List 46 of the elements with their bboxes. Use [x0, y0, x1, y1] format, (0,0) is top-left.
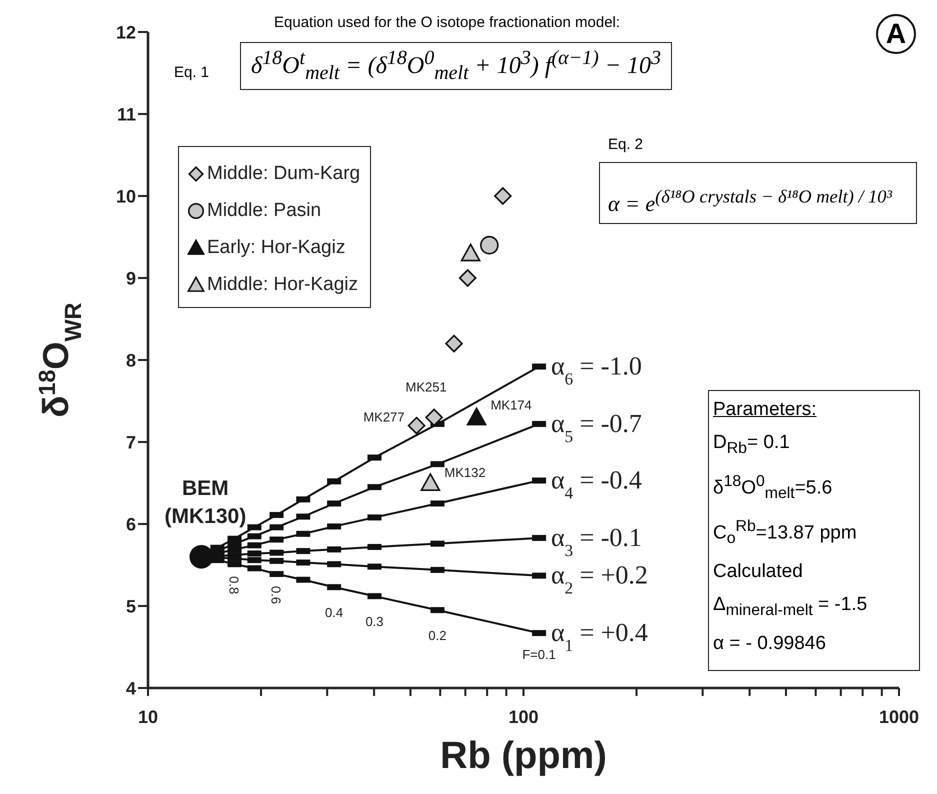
x-tick-label: 100 [508, 706, 539, 727]
series-label: α$_{6}$ = -1.0 [551, 352, 642, 388]
annotation: 0.2 [428, 628, 446, 644]
legend-label: Middle: Hor-Kagiz [207, 274, 358, 296]
annotation: 0.6 [268, 586, 284, 604]
annotation: 0.8 [226, 576, 242, 594]
y-tick-label: 7 [126, 432, 136, 452]
y-tick-label: 5 [126, 596, 136, 616]
annotation: α = - 0.99846 [713, 632, 827, 656]
annotation: MK251 [406, 379, 447, 394]
equation-box: δ$^{18}$O$^{t}$$_{melt}$ = (δ$^{18}$O$^{0}$$_{melt}$ + 10$^{3}$) f$^{(α−1)}$ − 10$^{3}$ [240, 42, 672, 90]
annotation: Parameters: [713, 398, 818, 422]
annotation: 0.3 [365, 614, 384, 630]
annotation: F=0.1 [522, 647, 556, 662]
legend-label: Middle: Dum-Karg [207, 162, 360, 184]
series-label: α$_{2}$ = +0.2 [551, 560, 648, 598]
annotation: δ$^{18}$O$^{0}$$_{melt}$=5.6 [713, 472, 834, 504]
annotation: C$_{o}$$^{Rb}$=13.87 ppm [713, 516, 858, 550]
equation-box: α = e$^{(δ¹⁸O crystals − δ¹⁸O melt) / 10³}$ [599, 162, 917, 224]
annotation: Eq. 1 [174, 64, 210, 81]
annotation: MK174 [490, 397, 532, 412]
y-tick-label: 10 [116, 186, 136, 206]
text: Equation used for the O isotope fractionation model: [274, 14, 620, 31]
series-label: α$_{5}$ = -0.7 [551, 408, 642, 446]
annotation: BEM (MK130) [164, 476, 246, 528]
y-tick-label: 12 [116, 22, 136, 42]
legend-label: Early: Hor-Kagiz [207, 236, 346, 258]
circle-outline: A [876, 14, 916, 54]
annotation: Calculated [713, 560, 804, 584]
y-tick-label: 6 [126, 514, 136, 534]
annotation: MK277 [363, 410, 405, 425]
annotation: MK132 [444, 465, 486, 480]
y-tick-label: 8 [126, 350, 136, 370]
annotation: α = e$^{(δ¹⁸O crystals − δ¹⁸O melt) / 10³}$ [608, 187, 892, 216]
y-tick-label: 9 [126, 268, 136, 288]
y-tick-label: 4 [126, 678, 136, 698]
x-tick-label: 1000 [878, 706, 920, 727]
annotation: Δ$_{mineral-melt}$ = -1.5 [713, 593, 868, 621]
legend-label: Middle: Pasin [207, 200, 322, 222]
annotation: Eq. 2 [608, 136, 644, 153]
x-axis-title: Rb (ppm) [440, 735, 607, 777]
y-tick-label: 11 [116, 104, 136, 124]
series-label: α$_{4}$ = -0.4 [551, 466, 642, 502]
annotation: 0.4 [325, 605, 344, 620]
series-label: α$_{3}$ = -0.1 [551, 522, 642, 560]
annotation: D$_{Rb}$= 0.1 [713, 431, 791, 459]
